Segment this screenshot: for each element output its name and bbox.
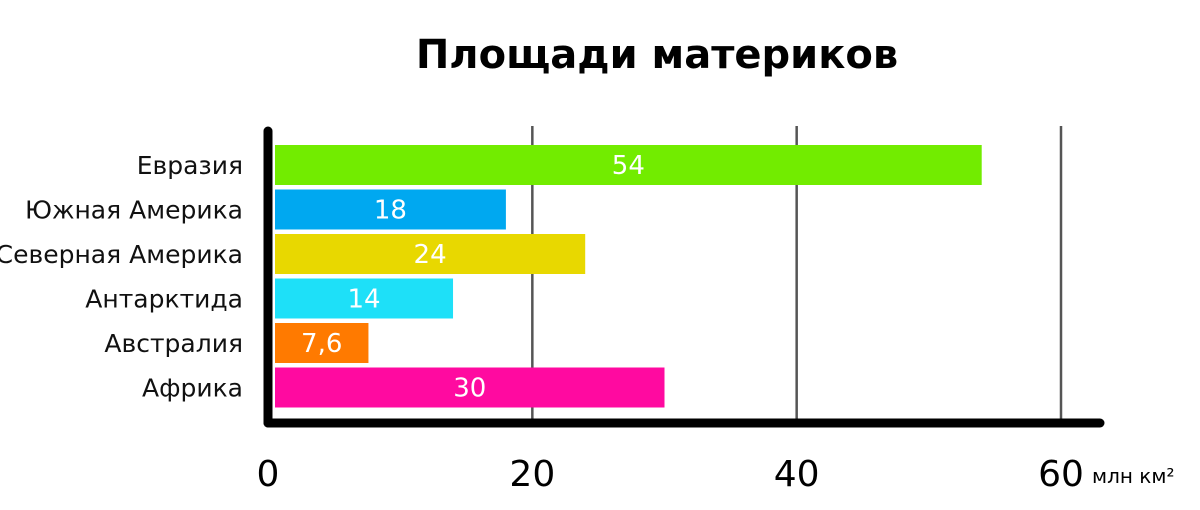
- category-label: Австралия: [104, 329, 243, 358]
- bar-value-label: 54: [612, 151, 645, 181]
- bar: [275, 323, 369, 363]
- bar: [275, 234, 586, 274]
- bar-value-label: 14: [347, 285, 380, 315]
- bar-value-label: 7,6: [301, 329, 342, 359]
- category-label: Антарктида: [85, 285, 243, 314]
- x-axis-unit: млн км²: [1092, 464, 1175, 488]
- bar: [275, 189, 506, 230]
- category-label: Северная Америка: [0, 240, 243, 269]
- bar: [275, 278, 454, 319]
- bar: [275, 145, 982, 185]
- category-label: Африка: [142, 374, 243, 403]
- x-tick-label: 60: [1038, 454, 1084, 495]
- x-tick-label: 0: [257, 454, 280, 495]
- bar-value-label: 24: [414, 240, 447, 270]
- bar: [275, 367, 665, 408]
- bar-value-label: 30: [453, 374, 486, 404]
- chart-title: Площади материков: [416, 32, 898, 78]
- x-tick-label: 40: [774, 454, 820, 495]
- axes: [263, 126, 1105, 428]
- bar-value-label: 18: [374, 196, 407, 226]
- x-axis-ticks: 0 20 40 60: [257, 454, 1084, 495]
- x-tick-label: 20: [509, 454, 555, 495]
- category-label: Евразия: [137, 151, 243, 180]
- category-labels: Евразия Южная Америка Северная Америка Анта…: [0, 151, 243, 403]
- category-label: Южная Америка: [25, 196, 243, 225]
